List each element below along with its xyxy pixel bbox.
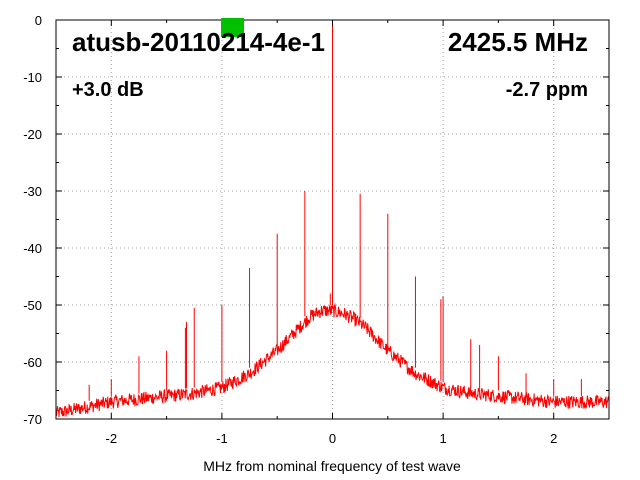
noise-floor-series [55,302,610,418]
y-tick-label: -30 [23,184,42,199]
x-tick-label: -1 [216,431,228,446]
y-tick-label: -10 [23,70,42,85]
y-tick-label: -40 [23,241,42,256]
offset-annotation: -2.7 ppm [506,79,588,101]
y-tick-label: -20 [23,127,42,142]
y-tick-label: 0 [35,13,42,28]
tick-labels: 0-10-20-30-40-50-60-70-2 -1 0 1 2 [23,13,557,446]
x-tick-label: -2 [106,431,118,446]
frequency-annotation: 2425.5 MHz [448,27,588,57]
x-tick-label: 2 [550,431,557,446]
x-tick-label: 0 [329,431,336,446]
y-tick-label: -60 [23,355,42,370]
gain-annotation: +3.0 dB [72,79,144,101]
axes [55,19,610,420]
x-axis-label: MHz from nominal frequency of test wave [203,458,461,474]
device-annotation: atusb-20110214-4e-1 [72,27,325,57]
plot-frame [55,19,610,420]
x-tick-label: 1 [439,431,446,446]
spur-series [88,20,610,401]
status-marker [221,18,244,37]
y-tick-label: -50 [23,298,42,313]
y-tick-label: -70 [23,412,42,427]
noise-floor-line [55,302,610,418]
